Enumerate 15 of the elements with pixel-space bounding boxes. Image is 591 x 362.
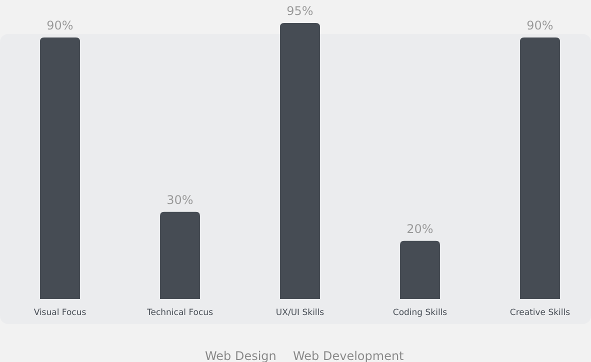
data-label: 95% bbox=[286, 4, 314, 18]
bar bbox=[40, 38, 80, 299]
x-tick-label: Visual Focus bbox=[34, 308, 87, 318]
data-label: 30% bbox=[166, 192, 194, 207]
data-label: 90% bbox=[46, 18, 74, 33]
x-tick-label: UX/UI Skills bbox=[276, 308, 325, 318]
bar bbox=[280, 23, 320, 299]
x-tick-label: Coding Skills bbox=[392, 308, 448, 318]
bar bbox=[160, 212, 200, 299]
bar bbox=[520, 38, 560, 299]
data-label: 90% bbox=[526, 18, 554, 33]
bar bbox=[400, 240, 440, 299]
x-tick-label: Technical Focus bbox=[146, 308, 214, 318]
data-label: 20% bbox=[406, 222, 434, 236]
x-tick-label: Creative Skills bbox=[510, 308, 571, 318]
